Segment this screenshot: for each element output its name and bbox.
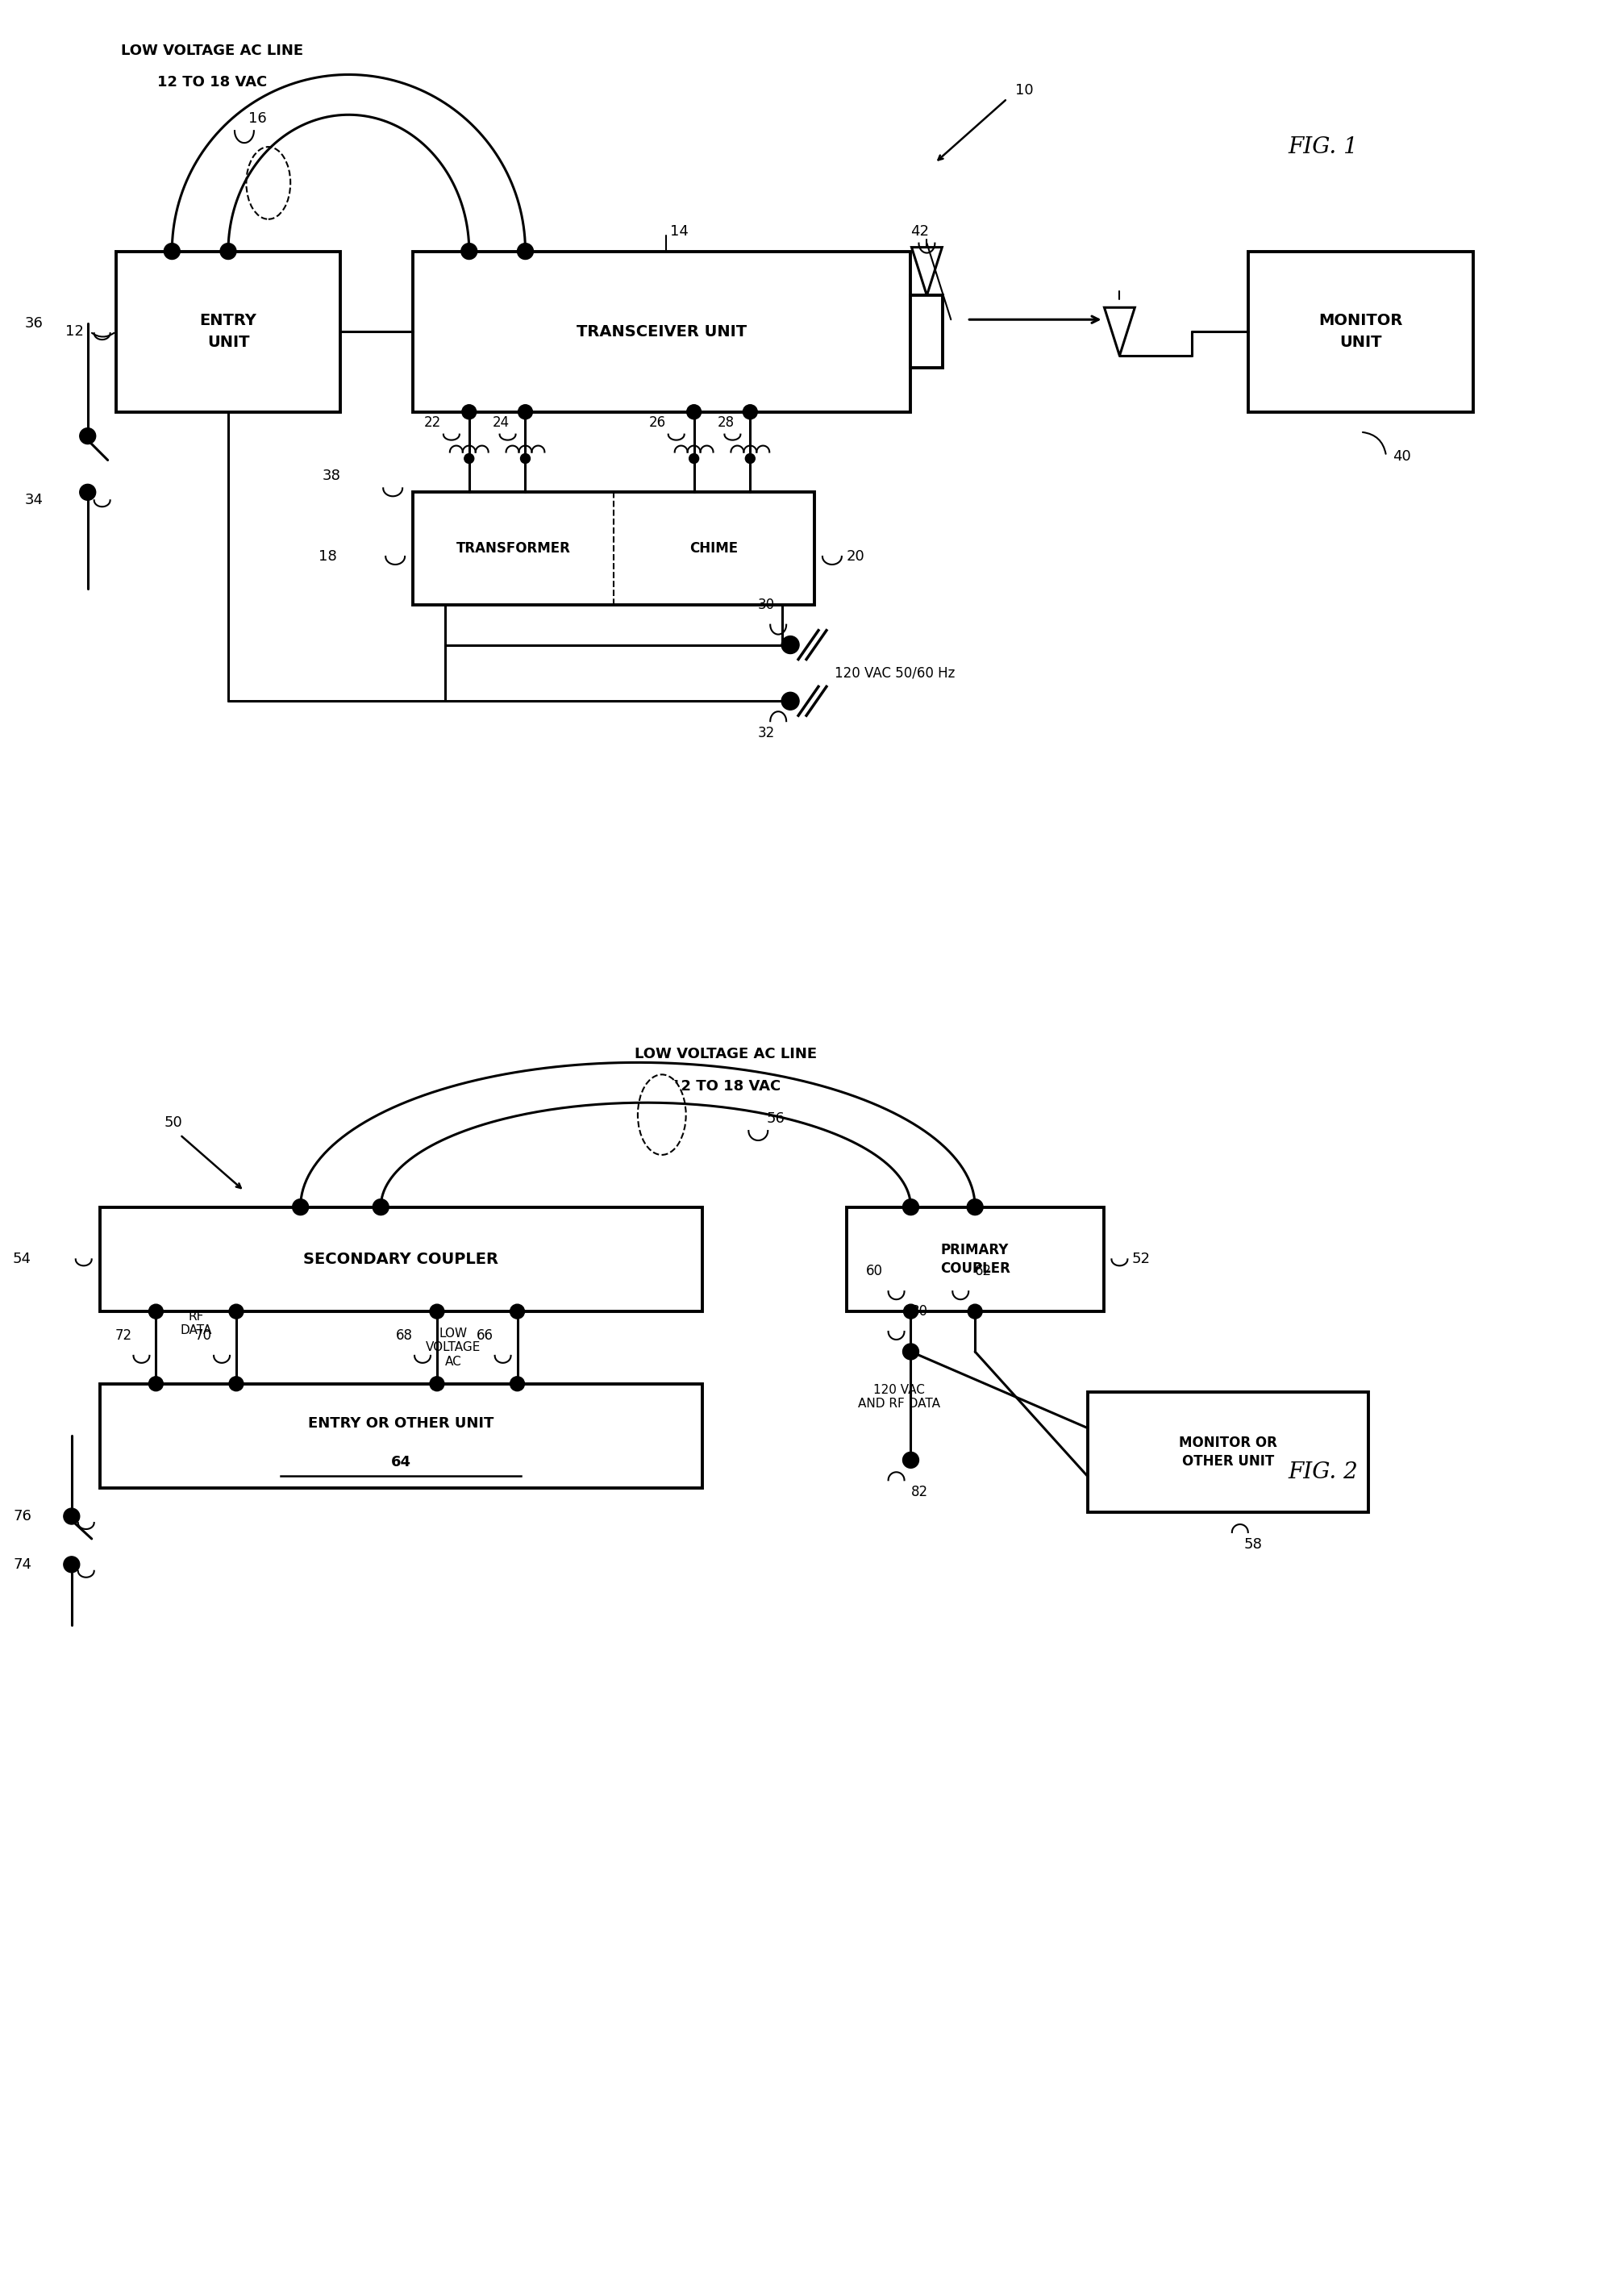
Circle shape	[781, 693, 799, 709]
Circle shape	[63, 1509, 80, 1525]
Text: 64: 64	[391, 1455, 411, 1468]
Bar	[846, 1206, 1103, 1311]
Circle shape	[229, 1304, 244, 1318]
Text: LOW
VOLTAGE
AC: LOW VOLTAGE AC	[425, 1327, 481, 1368]
Text: 28: 28	[716, 415, 734, 429]
Text: 74: 74	[13, 1557, 31, 1571]
Text: 12 TO 18 VAC: 12 TO 18 VAC	[158, 75, 266, 89]
Text: 36: 36	[24, 317, 44, 331]
Text: 12: 12	[65, 324, 83, 340]
Bar	[911, 296, 942, 367]
Text: CHIME: CHIME	[690, 540, 737, 556]
Text: FIG. 1: FIG. 1	[1288, 137, 1358, 157]
Circle shape	[461, 404, 476, 420]
Circle shape	[745, 454, 755, 463]
Circle shape	[903, 1304, 918, 1318]
Ellipse shape	[638, 1074, 685, 1156]
Text: 76: 76	[13, 1509, 31, 1523]
Text: 52: 52	[1130, 1252, 1150, 1265]
Text: 82: 82	[911, 1484, 927, 1500]
Text: 54: 54	[13, 1252, 31, 1265]
Text: FIG. 2: FIG. 2	[1288, 1461, 1358, 1482]
Circle shape	[164, 244, 180, 260]
Text: 66: 66	[476, 1329, 494, 1343]
Text: 26: 26	[648, 415, 666, 429]
Circle shape	[461, 244, 477, 260]
Text: 60: 60	[866, 1263, 882, 1279]
Text: RF
DATA: RF DATA	[180, 1311, 211, 1336]
Text: 38: 38	[322, 470, 341, 483]
Circle shape	[518, 404, 533, 420]
Text: 120 VAC
AND RF DATA: 120 VAC AND RF DATA	[857, 1384, 939, 1409]
Text: 32: 32	[757, 725, 775, 741]
Text: 120 VAC 50/60 Hz: 120 VAC 50/60 Hz	[835, 666, 955, 679]
Circle shape	[903, 1452, 918, 1468]
Text: 80: 80	[911, 1304, 927, 1318]
Circle shape	[63, 1557, 80, 1573]
Text: LOW VOLTAGE AC LINE: LOW VOLTAGE AC LINE	[120, 43, 304, 57]
Circle shape	[903, 1199, 918, 1215]
Circle shape	[742, 404, 757, 420]
Text: 72: 72	[115, 1329, 132, 1343]
Circle shape	[687, 404, 702, 420]
Ellipse shape	[247, 146, 291, 219]
Circle shape	[149, 1304, 162, 1318]
Circle shape	[430, 1304, 443, 1318]
Text: TRANSFORMER: TRANSFORMER	[456, 540, 570, 556]
Text: MONITOR OR
OTHER UNIT: MONITOR OR OTHER UNIT	[1179, 1434, 1276, 1468]
Circle shape	[229, 1377, 244, 1391]
Circle shape	[781, 636, 799, 654]
Text: 58: 58	[1244, 1537, 1262, 1553]
Text: 12 TO 18 VAC: 12 TO 18 VAC	[671, 1078, 781, 1094]
Circle shape	[903, 1343, 918, 1359]
Circle shape	[966, 1199, 983, 1215]
Circle shape	[149, 1377, 162, 1391]
Text: 42: 42	[911, 223, 929, 239]
Circle shape	[510, 1377, 525, 1391]
Text: 22: 22	[424, 415, 440, 429]
Text: 24: 24	[492, 415, 508, 429]
Circle shape	[292, 1199, 309, 1215]
Bar	[412, 251, 911, 413]
Circle shape	[80, 429, 96, 445]
Circle shape	[80, 483, 96, 499]
Bar	[1086, 1391, 1367, 1512]
Text: 62: 62	[974, 1263, 992, 1279]
Text: 30: 30	[757, 597, 775, 611]
Circle shape	[520, 454, 529, 463]
Text: MONITOR
UNIT: MONITOR UNIT	[1317, 312, 1402, 349]
Circle shape	[372, 1199, 388, 1215]
Text: 70: 70	[195, 1329, 213, 1343]
Text: ENTRY
UNIT: ENTRY UNIT	[200, 312, 257, 349]
Text: 34: 34	[24, 492, 44, 508]
Text: 16: 16	[248, 112, 266, 125]
Bar	[99, 1384, 702, 1489]
Text: 18: 18	[318, 549, 336, 563]
Text: ENTRY OR OTHER UNIT: ENTRY OR OTHER UNIT	[309, 1416, 494, 1430]
Text: 14: 14	[669, 223, 689, 239]
Bar	[99, 1206, 702, 1311]
Text: 20: 20	[846, 549, 864, 563]
Text: SECONDARY COUPLER: SECONDARY COUPLER	[304, 1252, 499, 1268]
Bar	[1247, 251, 1473, 413]
Text: 40: 40	[1392, 449, 1410, 463]
Text: LOW VOLTAGE AC LINE: LOW VOLTAGE AC LINE	[635, 1047, 817, 1062]
Circle shape	[430, 1377, 443, 1391]
Bar	[115, 251, 341, 413]
Circle shape	[510, 1304, 525, 1318]
Text: 56: 56	[767, 1110, 784, 1126]
Text: 10: 10	[1015, 84, 1033, 98]
Text: TRANSCEIVER UNIT: TRANSCEIVER UNIT	[577, 324, 747, 340]
Circle shape	[464, 454, 474, 463]
Bar	[412, 492, 814, 604]
Text: PRIMARY
COUPLER: PRIMARY COUPLER	[940, 1243, 1010, 1277]
Circle shape	[968, 1304, 983, 1318]
Text: 68: 68	[396, 1329, 412, 1343]
Text: 50: 50	[164, 1115, 182, 1131]
Circle shape	[516, 244, 533, 260]
Circle shape	[221, 244, 235, 260]
Circle shape	[689, 454, 698, 463]
